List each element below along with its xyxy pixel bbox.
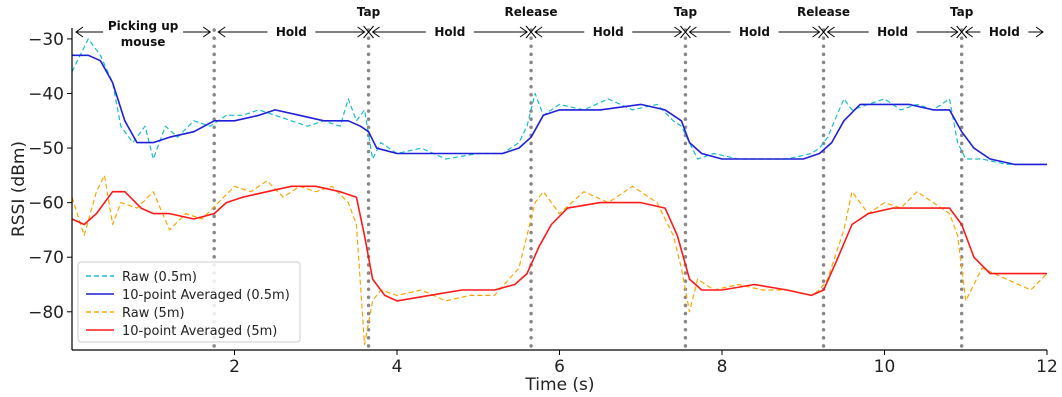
y-tick-label-2: −50 bbox=[28, 139, 64, 159]
phase-marker-8 bbox=[818, 25, 829, 39]
phase-arrowhead-left-7 bbox=[688, 26, 697, 38]
y-tick-label-3: −60 bbox=[28, 194, 64, 214]
phase-arrowhead-right-1 bbox=[357, 26, 366, 38]
legend-label-2: Raw (5m) bbox=[122, 306, 185, 321]
legend: Raw (0.5m) 10-point Averaged (0.5m) Raw (5… bbox=[77, 261, 301, 343]
phase-label-6: Tap bbox=[674, 5, 698, 19]
phase-label-5: Hold bbox=[593, 25, 624, 39]
legend-label-1: 10-point Averaged (0.5m) bbox=[122, 288, 290, 303]
series-line-2 bbox=[71, 174, 1048, 346]
phase-arrowhead-left-5 bbox=[534, 26, 543, 38]
phase-arrowhead-left-3 bbox=[371, 26, 380, 38]
phase-label-7: Hold bbox=[739, 25, 770, 39]
phase-label-9: Hold bbox=[877, 25, 908, 39]
phase-label-10: Tap bbox=[950, 5, 974, 19]
phase-label-1: Hold bbox=[276, 25, 307, 39]
y-tick-label-0: −30 bbox=[28, 30, 64, 50]
phase-arrowhead-right-11 bbox=[1035, 26, 1044, 38]
legend-label-3: 10-point Averaged (5m) bbox=[122, 324, 277, 339]
y-tick-label-4: −70 bbox=[28, 248, 64, 268]
x-tick-label-1: 4 bbox=[392, 357, 403, 377]
x-axis-title: Time (s) bbox=[524, 375, 594, 395]
x-tick-label-3: 8 bbox=[717, 357, 728, 377]
phase-marker-10 bbox=[956, 25, 968, 39]
phase-arrowhead-left-1 bbox=[217, 26, 226, 38]
ticks: 2 4 6 8 10 12 −30 −40 −50 −60 −70 −80 bbox=[28, 30, 1058, 377]
series-line-0 bbox=[71, 38, 1047, 165]
phase-arrowhead-right-7 bbox=[812, 26, 821, 38]
event-lines bbox=[212, 28, 964, 352]
phase-arrowhead-right-0 bbox=[202, 26, 212, 38]
phase-marker-2 bbox=[363, 25, 374, 39]
phase-label-11: Hold bbox=[989, 25, 1020, 39]
phase-annotations: Picking up mouse Hold Tap Hold Release Hold Tap… bbox=[75, 5, 1044, 49]
series-layer bbox=[71, 38, 1048, 346]
x-tick-label-5: 12 bbox=[1036, 357, 1058, 377]
x-tick-label-0: 2 bbox=[229, 357, 240, 377]
y-tick-label-1: −40 bbox=[28, 84, 64, 104]
phase-arrowhead-left-9 bbox=[826, 26, 835, 38]
phase-arrowhead-right-5 bbox=[674, 26, 683, 38]
series-line-1 bbox=[72, 54, 1047, 166]
phase-arrowhead-right-3 bbox=[519, 26, 528, 38]
phase-label-4: Release bbox=[505, 5, 558, 19]
series-line-3 bbox=[71, 185, 1047, 302]
phase-marker-6 bbox=[680, 25, 691, 39]
phase-label-8: Release bbox=[797, 5, 850, 19]
legend-box bbox=[77, 261, 301, 343]
phase-arrowhead-left-0 bbox=[75, 26, 84, 38]
phase-label-2: Tap bbox=[357, 5, 381, 19]
phase-arrowhead-right-9 bbox=[950, 26, 959, 38]
phase-label-0-line1: Picking up bbox=[108, 19, 179, 33]
x-tick-label-4: 10 bbox=[874, 357, 896, 377]
y-tick-label-5: −80 bbox=[28, 303, 64, 323]
legend-label-0: Raw (0.5m) bbox=[122, 270, 197, 285]
x-tick-label-2: 6 bbox=[554, 357, 565, 377]
phase-label-3: Hold bbox=[434, 25, 465, 39]
phase-label-0-line2: mouse bbox=[121, 35, 166, 49]
phase-marker-4 bbox=[525, 25, 537, 39]
y-axis-title: RSSI (dBm) bbox=[9, 141, 29, 237]
phase-arrowhead-left-11 bbox=[964, 26, 973, 38]
